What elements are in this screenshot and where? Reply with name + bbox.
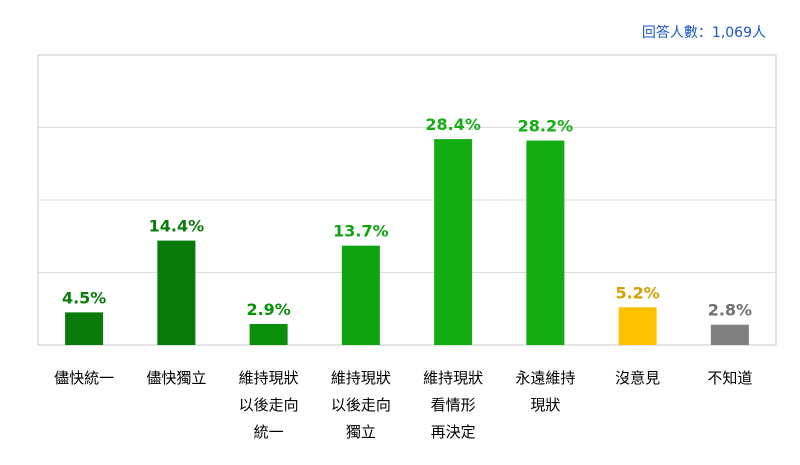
bar bbox=[618, 307, 657, 345]
category-label: 再決定 bbox=[431, 423, 476, 441]
bars bbox=[65, 139, 749, 345]
bar bbox=[341, 245, 380, 345]
category-label: 沒意見 bbox=[615, 369, 660, 387]
category-label: 以後走向 bbox=[331, 396, 391, 414]
category-label: 維持現狀 bbox=[331, 369, 391, 387]
category-label: 獨立 bbox=[346, 423, 376, 441]
bar bbox=[710, 324, 749, 345]
bar bbox=[434, 139, 473, 345]
category-label: 現狀 bbox=[530, 396, 560, 414]
category-label: 永遠維持 bbox=[515, 369, 575, 387]
bar bbox=[65, 312, 104, 345]
category-label: 維持現狀 bbox=[239, 369, 299, 387]
bar bbox=[526, 140, 565, 345]
bar bbox=[249, 323, 288, 345]
value-labels: 4.5% 14.4% 2.9% 13.7% 28.4% 28.2% 5.2% 2.8% bbox=[62, 115, 752, 320]
category-label: 不知道 bbox=[707, 369, 752, 387]
respondent-count: 回答人數：1,069人 bbox=[641, 25, 766, 41]
value-label: 14.4% bbox=[149, 217, 205, 236]
value-label: 13.7% bbox=[333, 222, 389, 241]
category-label: 統一 bbox=[254, 423, 284, 441]
value-label: 2.8% bbox=[708, 301, 752, 320]
category-label: 儘快獨立 bbox=[146, 369, 206, 387]
value-label: 28.2% bbox=[518, 117, 574, 136]
bar bbox=[157, 240, 196, 345]
category-label: 看情形 bbox=[431, 396, 476, 414]
category-label: 儘快統一 bbox=[54, 369, 114, 387]
value-label: 28.4% bbox=[425, 115, 481, 134]
value-label: 5.2% bbox=[615, 283, 659, 302]
value-label: 2.9% bbox=[246, 300, 290, 319]
category-label: 以後走向 bbox=[239, 396, 299, 414]
grid-lines bbox=[38, 127, 776, 273]
category-label: 維持現狀 bbox=[423, 369, 483, 387]
value-label: 4.5% bbox=[62, 288, 106, 307]
